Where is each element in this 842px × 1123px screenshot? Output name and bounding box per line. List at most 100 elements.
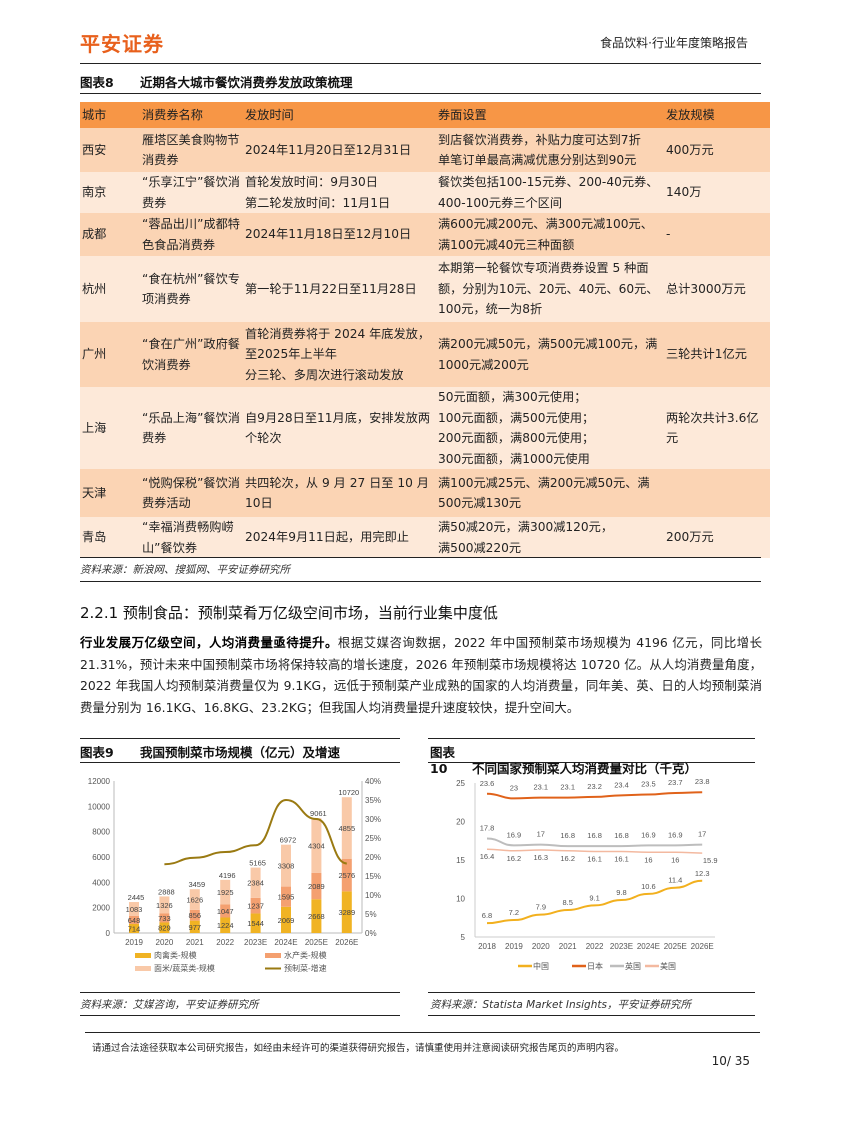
data-label: 4304 <box>308 841 325 850</box>
voucher-name-cell: 雁塔区美食购物节消费券 <box>140 128 243 172</box>
data-label: 4855 <box>338 824 355 833</box>
data-label: 1047 <box>217 907 234 916</box>
data-label: 16.1 <box>614 855 629 864</box>
x-tick-label: 2019 <box>505 942 523 951</box>
data-label: 16.3 <box>533 853 548 862</box>
column-header: 消费券名称 <box>140 102 243 128</box>
figure-label: 图表8 <box>80 75 114 90</box>
figure-title: 近期各大城市餐饮消费券发放政策梳理 <box>140 75 353 90</box>
bar-segment <box>129 915 139 924</box>
data-label: 9.8 <box>616 888 626 897</box>
city-cell: 广州 <box>80 322 140 387</box>
issue-time-cell: 第一轮于11月22日至11月28日 <box>243 256 436 322</box>
figure9-source: 资料来源：艾媒咨询，平安证券研究所 <box>80 999 259 1011</box>
y2-tick-label: 40% <box>365 777 381 786</box>
table-row: 杭州 “食在杭州”餐饮专项消费券 第一轮于11月22日至11月28日 本期第一轮餐饮专… <box>80 256 770 322</box>
data-label: 733 <box>158 914 171 923</box>
table-header: 城市 消费券名称 发放时间 券面设置 发放规模 <box>80 102 770 128</box>
data-label: 6.8 <box>482 911 492 920</box>
total-label: 5165 <box>249 859 266 868</box>
total-label: 9061 <box>310 809 327 818</box>
y-tick-label: 12000 <box>88 777 111 786</box>
y-tick-label: 10000 <box>88 802 111 811</box>
divider <box>80 557 761 558</box>
total-label: 6972 <box>280 836 297 845</box>
y2-tick-label: 20% <box>365 853 381 862</box>
data-label: 3308 <box>278 862 295 871</box>
column-header: 发放时间 <box>243 102 436 128</box>
issue-scale-cell: 140万 <box>664 172 770 213</box>
figure9-title: 图表9 我国预制菜市场规模（亿元）及增速 <box>80 742 340 761</box>
x-tick-label: 2022 <box>586 942 604 951</box>
city-cell: 南京 <box>80 172 140 213</box>
city-cell: 成都 <box>80 213 140 256</box>
figure-title: 不同国家预制菜人均消费量对比（千克） <box>472 761 698 776</box>
data-label: 23.6 <box>480 779 495 788</box>
table-row: 广州 “食在广州”政府餐饮消费券 首轮消费券将于 2024 年底发放，至2025年上… <box>80 322 770 387</box>
data-label: 1544 <box>247 919 264 928</box>
column-header: 券面设置 <box>436 102 664 128</box>
data-label: 16.8 <box>587 831 602 840</box>
figure-title: 我国预制菜市场规模（亿元）及增速 <box>140 745 341 760</box>
y2-tick-label: 30% <box>365 815 381 824</box>
total-label: 2445 <box>128 893 145 902</box>
divider <box>428 738 755 739</box>
table-row: 上海 “乐品上海”餐饮消费券 自9月28日至11月底，安排发放两个轮次 50元面额，满… <box>80 387 770 469</box>
bar-segment <box>341 797 352 859</box>
issue-time-cell: 首轮消费券将于 2024 年底发放，至2025年上半年 分三轮、多周次进行滚动发… <box>243 322 436 387</box>
data-label: 3289 <box>338 908 355 917</box>
y-tick-label: 25 <box>456 779 465 788</box>
bar-segment <box>250 913 261 933</box>
data-label: 1326 <box>156 901 173 910</box>
data-label: 23 <box>510 783 518 792</box>
paragraph-text: 根据艾媒咨询数据，2022 年中国预制菜市场规模为 4196 亿元，同比增长 2… <box>80 635 762 715</box>
bar-segment <box>159 922 170 933</box>
voucher-name-cell: “幸福消费畅购崂山”餐饮券 <box>140 517 243 558</box>
data-label: 1626 <box>186 895 203 904</box>
bar-segment <box>189 909 200 921</box>
figure10-source: 资料来源：Statista Market Insights，平安证券研究所 <box>430 999 691 1011</box>
legend-label: 面米/蔬菜类-规模 <box>154 963 215 973</box>
bar-segment <box>341 891 352 933</box>
data-label: 16.1 <box>587 855 602 864</box>
table-row: 西安 雁塔区美食购物节消费券 2024年11月20日至12月31日 到店餐饮消费券，补… <box>80 128 770 172</box>
bar-segment <box>129 923 139 933</box>
issue-scale-cell: 三轮共计1亿元 <box>664 322 770 387</box>
legend-label: 水产类-规模 <box>284 950 327 960</box>
voucher-terms-cell: 本期第一轮餐饮专项消费券设置 5 种面额，分别为10元、20元、40元、60元、… <box>436 256 664 322</box>
x-tick-label: 2019 <box>125 938 143 947</box>
data-label: 16 <box>671 855 679 864</box>
issue-scale-cell: 200万元 <box>664 517 770 558</box>
data-label: 23.1 <box>560 783 575 792</box>
table-row: 青岛 “幸福消费畅购崂山”餐饮券 2024年9月11日起，用完即止 满50减20元，满… <box>80 517 770 558</box>
divider <box>80 762 400 763</box>
figure8-title: 图表8 近期各大城市餐饮消费券发放政策梳理 <box>80 72 353 91</box>
data-label: 1925 <box>217 888 234 897</box>
footer-disclaimer: 请通过合法途径获取本公司研究报告，如经由未经许可的渠道获得研究报告，请慎重使用并… <box>92 1043 625 1054</box>
data-label: 17 <box>698 830 706 839</box>
voucher-name-cell: “乐享江宁”餐饮消费券 <box>140 172 243 213</box>
legend-label: 日本 <box>587 961 603 971</box>
bar-segment <box>281 886 291 907</box>
section-heading: 2.2.1 预制食品：预制菜肴万亿级空间市场，当前行业集中度低 <box>80 604 498 622</box>
footer-divider <box>85 1032 760 1033</box>
data-label: 7.9 <box>536 903 546 912</box>
y2-tick-label: 10% <box>365 891 381 900</box>
data-label: 856 <box>189 911 202 920</box>
data-label: 23.1 <box>533 783 548 792</box>
x-tick-label: 2026E <box>691 942 714 951</box>
series-line <box>486 848 703 854</box>
data-label: 2384 <box>247 879 264 888</box>
legend-label: 美国 <box>660 961 676 971</box>
data-label: 23.7 <box>668 778 683 787</box>
data-label: 16.8 <box>560 831 575 840</box>
y2-tick-label: 5% <box>365 910 377 919</box>
x-tick-label: 2018 <box>478 942 496 951</box>
data-label: 7.2 <box>509 908 519 917</box>
data-label: 23.8 <box>695 777 710 786</box>
issue-scale-cell: 400万元 <box>664 128 770 172</box>
report-title: 食品饮料·行业年度策略报告 <box>600 36 748 50</box>
growth-line <box>164 798 348 866</box>
bar-segment <box>220 904 231 918</box>
issue-time-cell: 自9月28日至11月底，安排发放两个轮次 <box>243 387 436 469</box>
